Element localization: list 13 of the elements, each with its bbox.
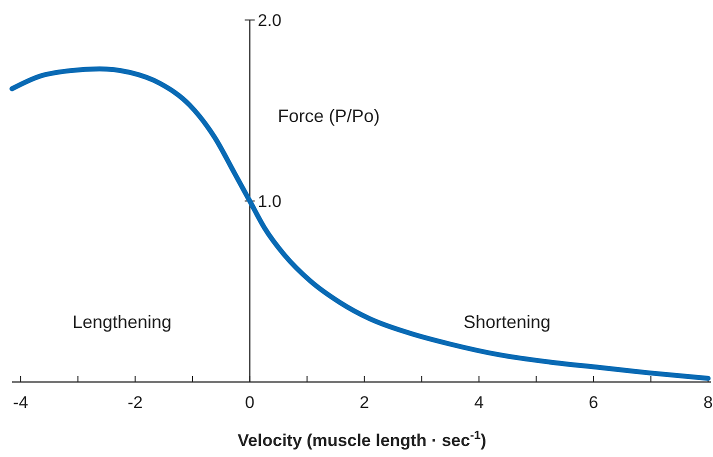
x-tick-label: -4: [13, 393, 28, 412]
x-axis-title: Velocity (muscle length · sec$^{-1}$): [238, 428, 486, 450]
x-tick-label: 4: [474, 393, 484, 412]
y-tick-label: 1.0: [258, 192, 282, 211]
annotation: Shortening: [463, 312, 551, 332]
x-tick-label: 2: [360, 393, 370, 412]
y-axis-title: Force (P/Po): [278, 106, 380, 126]
x-tick-label: -2: [128, 393, 143, 412]
x-tick-label: 6: [588, 393, 598, 412]
x-tick-label: 0: [245, 393, 255, 412]
x-tick-label: 8: [703, 393, 713, 412]
annotation: Lengthening: [72, 312, 172, 332]
y-tick-label: 2.0: [258, 11, 282, 30]
